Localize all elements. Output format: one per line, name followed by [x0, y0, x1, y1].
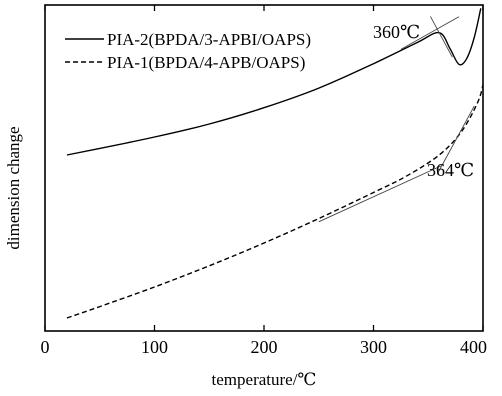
- annotation-label: 364℃: [427, 160, 474, 180]
- x-tick-label: 0: [41, 337, 50, 357]
- x-tick-label: 400: [460, 337, 487, 357]
- tangent-line: [318, 164, 444, 223]
- series-line-2: [66, 84, 484, 319]
- legend-label: PIA-2(BPDA/3-APBI/OAPS): [107, 30, 311, 49]
- x-tick-label: 200: [251, 337, 278, 357]
- x-tick-label: 100: [141, 337, 168, 357]
- tangent-line: [436, 105, 475, 175]
- y-axis-label: dimension change: [4, 126, 23, 249]
- tangent-line: [430, 16, 453, 58]
- series-line-1: [66, 8, 482, 156]
- tangent-line: [400, 16, 460, 50]
- annotation-label: 360℃: [373, 22, 420, 42]
- legend-label: PIA-1(BPDA/4-APB/OAPS): [107, 53, 305, 72]
- x-axis-label: temperature/℃: [212, 370, 317, 389]
- x-tick-label: 300: [360, 337, 387, 357]
